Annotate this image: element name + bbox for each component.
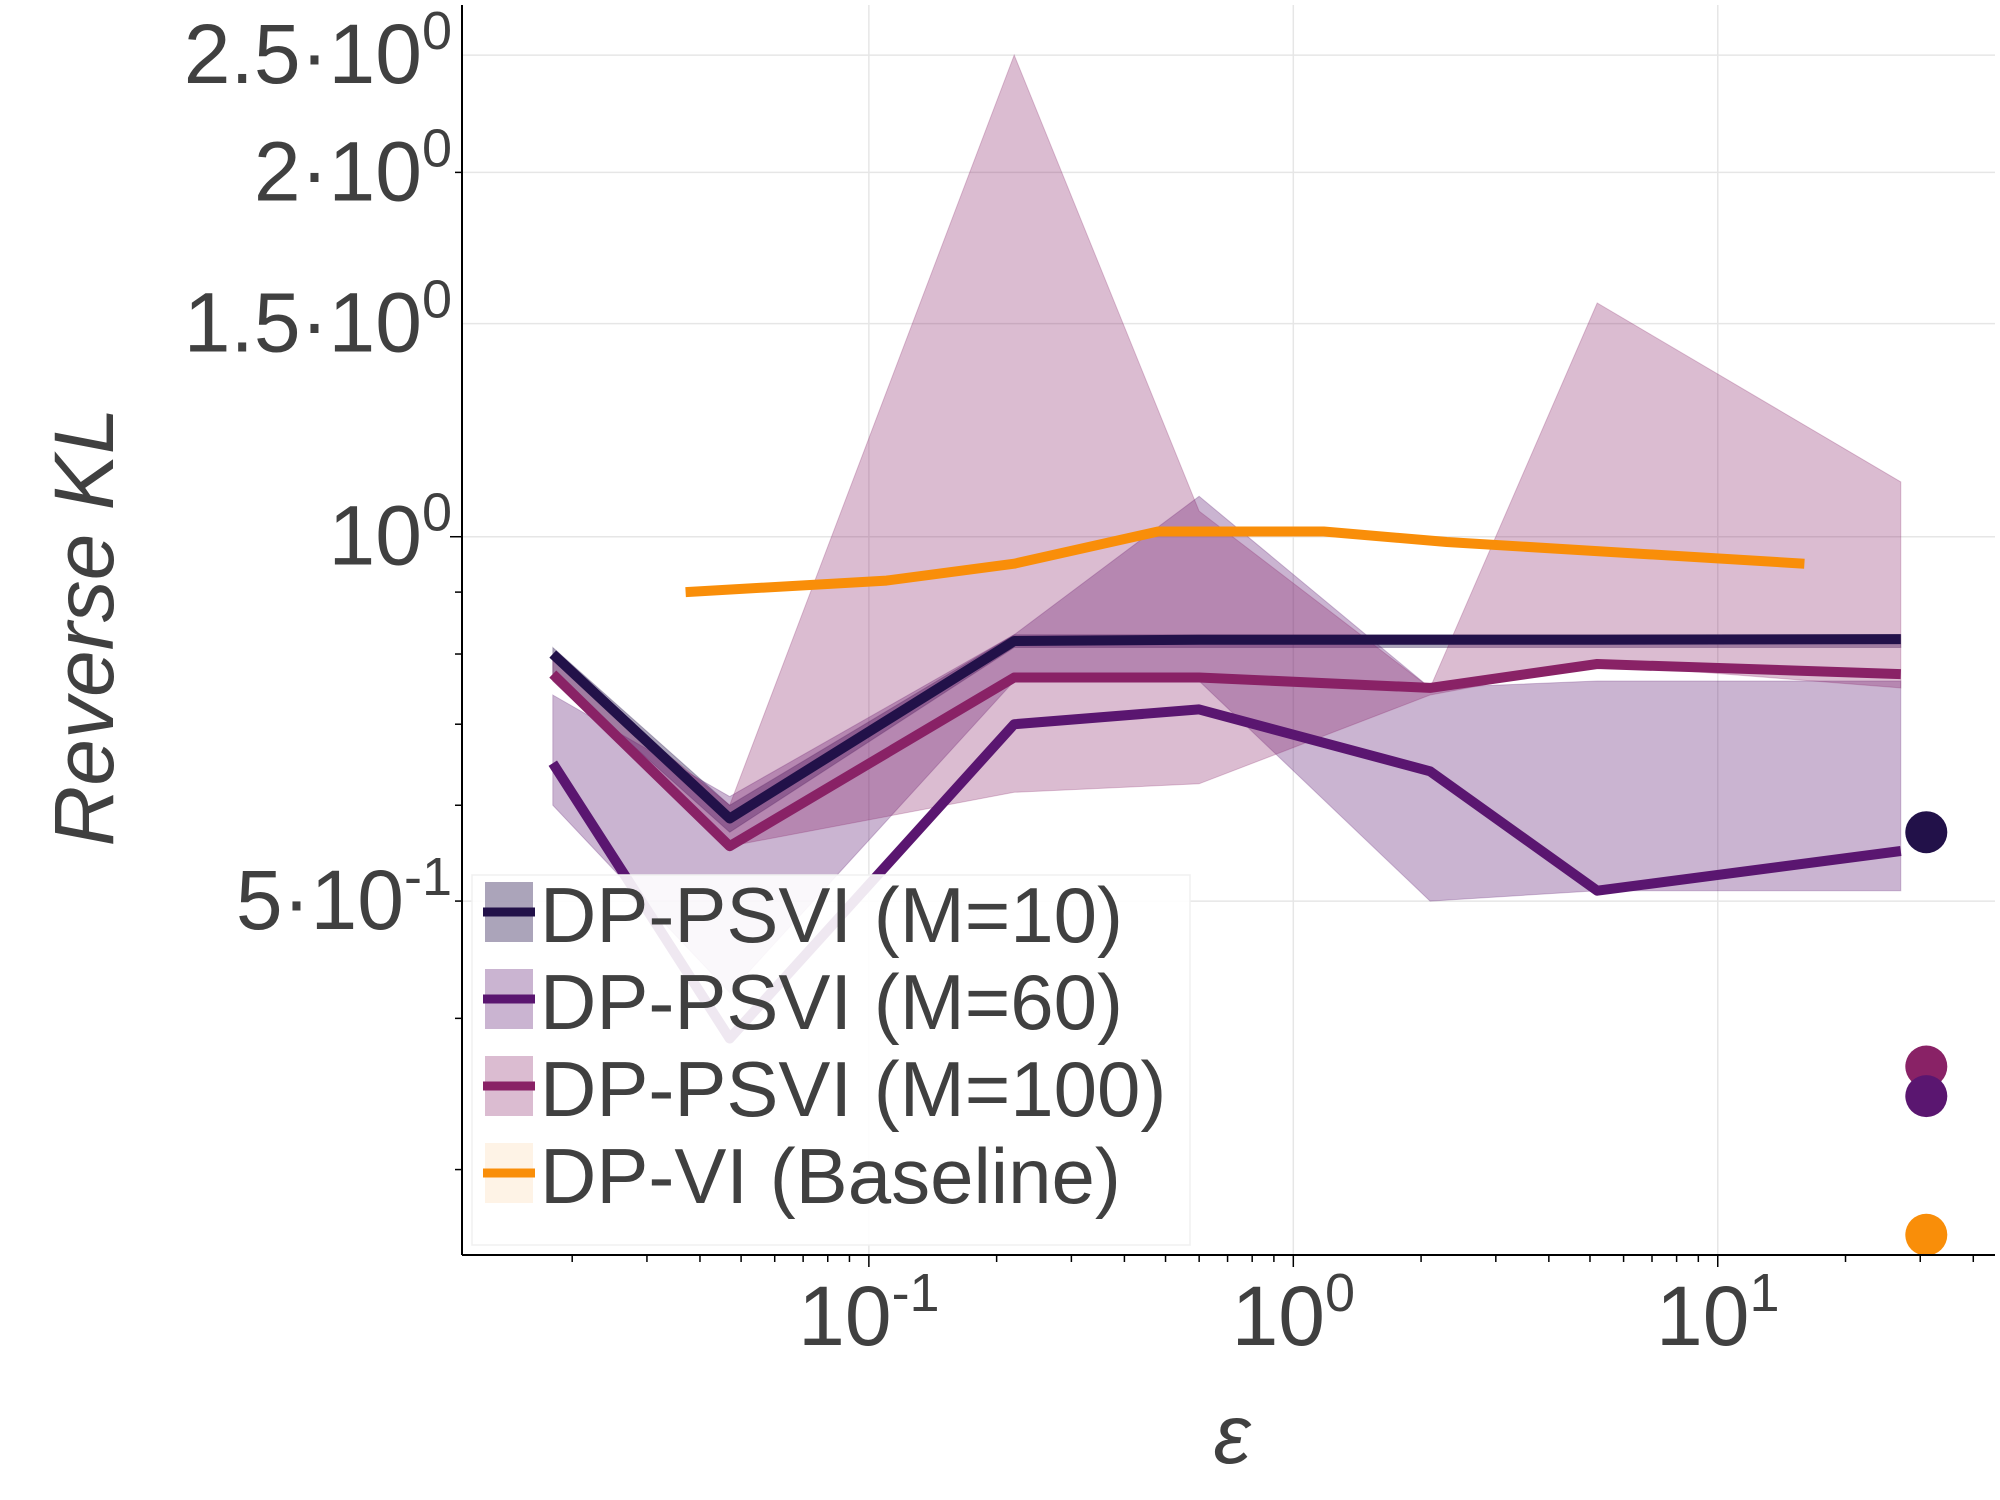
point-DP-PSVI (M=100): [1905, 1045, 1948, 1088]
y-tick-label: 5·10-1: [236, 847, 452, 947]
tick-labels: 10-1 100 101 5·10-1 100 1.5·100 2·100 2.5·100: [184, 1, 1780, 1363]
marker-points: [1905, 811, 1948, 1256]
line-DP-VI (Baseline): [685, 526, 1805, 598]
x-tick-label: 101: [1656, 1263, 1779, 1363]
point-DP-PSVI (M=60): [1905, 1075, 1948, 1118]
legend: DP-PSVI (M=10)DP-PSVI (M=60)DP-PSVI (M=1…: [471, 871, 1191, 1246]
legend-box: [471, 874, 1191, 1246]
y-tick-label: 1.5·100: [184, 270, 452, 370]
legend-label: DP-VI (Baseline): [540, 1132, 1121, 1220]
x-tick-label: 10-1: [798, 1263, 939, 1363]
confidence-bands: [552, 53, 1902, 994]
line-DP-PSVI (M=100): [549, 659, 1901, 852]
point-DP-PSVI (M=10): [1905, 811, 1948, 854]
x-axis-title: ε: [1214, 1387, 1252, 1481]
point-DP-VI (Baseline): [1905, 1213, 1948, 1256]
y-tick-label: 100: [329, 483, 452, 583]
legend-label: DP-PSVI (M=60): [540, 958, 1123, 1046]
line-DP-PSVI (M=10): [549, 634, 1901, 824]
y-axis-title: Reverse KL: [37, 408, 131, 847]
axes: [450, 5, 1995, 1267]
legend-label: DP-PSVI (M=100): [540, 1045, 1166, 1133]
band-DP-PSVI (M=100): [552, 53, 1902, 847]
legend-label: DP-PSVI (M=10): [540, 871, 1123, 959]
y-tick-label: 2.5·100: [184, 1, 452, 101]
band-DP-PSVI (M=10): [552, 634, 1902, 833]
x-tick-label: 100: [1232, 1263, 1355, 1363]
y-tick-label: 2·100: [254, 118, 452, 218]
